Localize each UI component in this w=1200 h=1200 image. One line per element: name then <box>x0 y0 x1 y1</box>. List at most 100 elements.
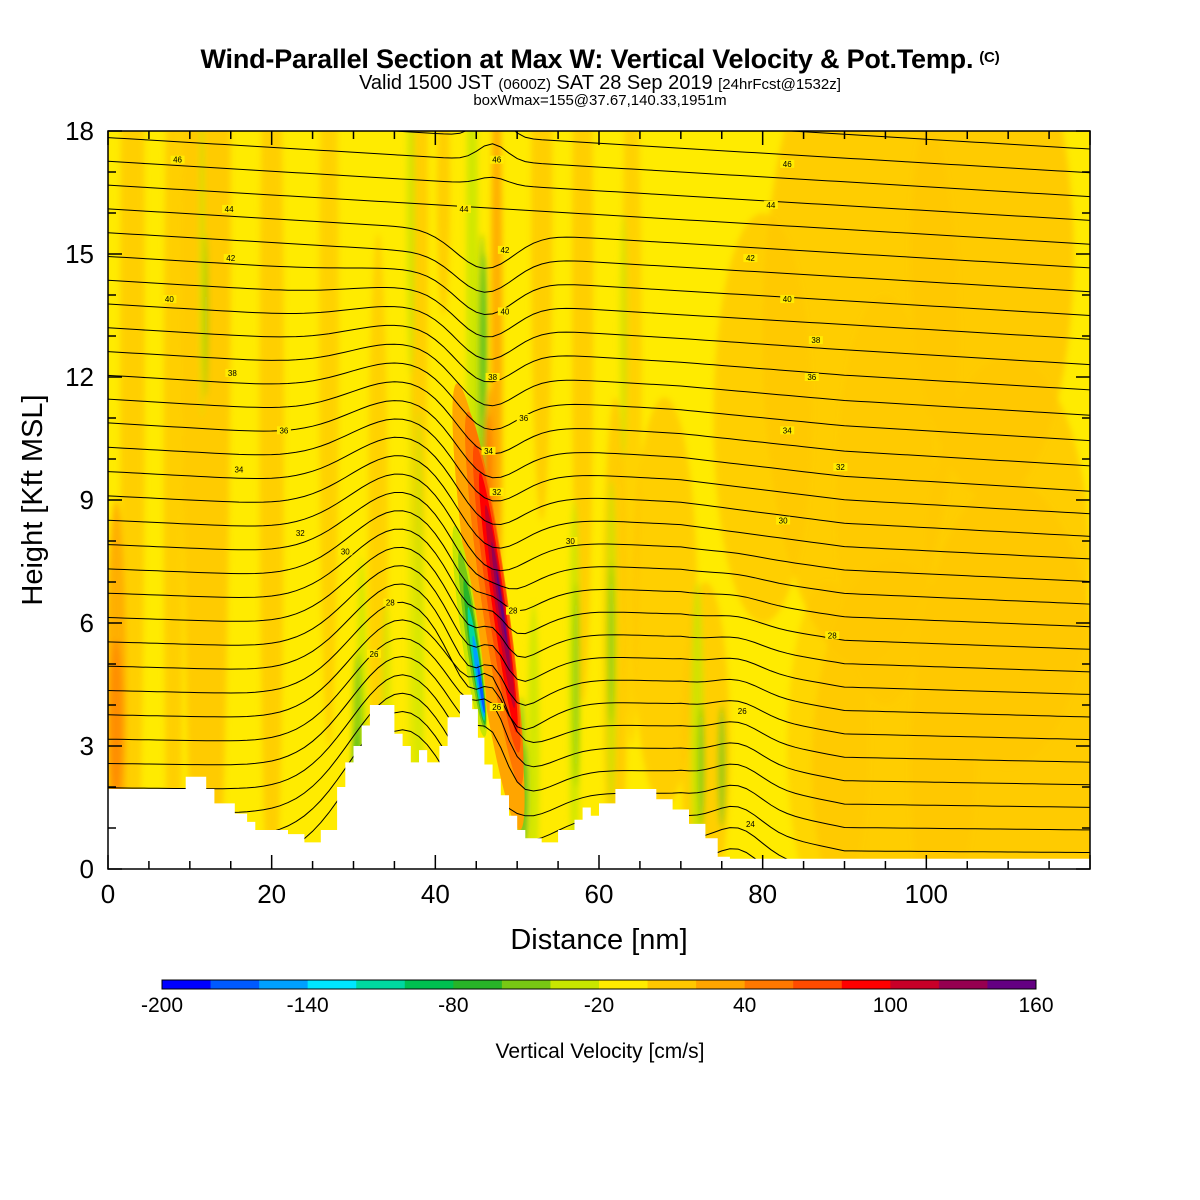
theta-isentrope <box>108 674 1090 831</box>
contour-label-bg <box>222 204 237 213</box>
subtitle-forecast: [24hrFcst@1532z] <box>718 76 841 93</box>
contour-label-bg <box>225 368 240 377</box>
contour-label: 30 <box>566 537 575 546</box>
velocity-cell <box>406 131 415 377</box>
contour-label-bg <box>383 598 398 607</box>
y-tick-label: 9 <box>80 485 94 515</box>
chart-subtitle: Valid 1500 JST (0600Z) SAT 28 Sep 2019 [… <box>0 72 1200 95</box>
y-tick-label: 18 <box>65 116 94 146</box>
theta-isentrope <box>108 256 1090 316</box>
contour-label-bg <box>456 204 471 213</box>
velocity-cell <box>698 705 705 828</box>
contour-label: 34 <box>783 426 792 435</box>
colorbar-swatch <box>356 980 406 989</box>
contour-label-bg <box>497 245 512 254</box>
terrain-mask <box>108 694 1090 869</box>
colorbar-swatch <box>599 980 649 989</box>
contour-label-bg <box>743 819 758 828</box>
colorbar-swatch <box>987 980 1037 989</box>
subtitle-date: SAT 28 Sep 2019 <box>556 72 713 94</box>
colorbar-tick-label: -80 <box>438 994 468 1017</box>
copyright-tag: (C) <box>979 49 1000 66</box>
contour-label-bg <box>366 649 381 658</box>
velocity-cell <box>199 131 205 418</box>
contour-label: 38 <box>488 373 497 382</box>
contour-label-bg <box>497 307 512 316</box>
theta-isentrope <box>108 400 1090 492</box>
contour-label-bg <box>162 295 177 304</box>
contour-label-bg <box>506 606 521 615</box>
contour-label: 46 <box>783 160 792 169</box>
colorbar-swatch <box>404 980 454 989</box>
plot-area: 46 44 42 40 38 36 34 32 30 28 26 46 44 42 40 38 36 34 32 30… <box>108 131 1090 869</box>
contour-label-bg <box>489 155 504 164</box>
contour-label: 32 <box>296 529 305 538</box>
theta-isentrope <box>108 473 1090 582</box>
contour-label: 44 <box>225 205 234 214</box>
colorbar-swatch <box>938 980 988 989</box>
contour-label: 38 <box>811 336 820 345</box>
colorbar-swatch <box>841 980 891 989</box>
velocity-cell <box>163 131 184 869</box>
theta-isentrope <box>108 418 1090 515</box>
contour-label-bg <box>481 446 496 455</box>
theta-isentrope <box>108 637 1090 786</box>
colorbar-swatch <box>259 980 309 989</box>
contour-label: 44 <box>766 201 775 210</box>
velocity-cell <box>204 233 209 398</box>
contour-label: 36 <box>807 373 816 382</box>
colorbar-tick-label: -140 <box>287 994 329 1017</box>
contour-label-bg <box>780 426 795 435</box>
colorbar-tick-label: -200 <box>141 994 183 1017</box>
velocity-cell <box>717 705 726 828</box>
theta-isentrope <box>108 279 1090 340</box>
theta-isentrope <box>108 655 1090 808</box>
chart-info-line: boxWmax=155@37.67,140.33,1951m <box>473 92 727 109</box>
contour-label-bg <box>808 336 823 345</box>
y-tick-label: 3 <box>80 731 94 761</box>
velocity-cell <box>531 131 553 521</box>
x-tick-label: 0 <box>101 879 115 909</box>
theta-isentrope <box>108 492 1090 605</box>
contour-label: 28 <box>509 607 518 616</box>
contour-label: 34 <box>234 465 243 474</box>
theta-isentrope <box>108 510 1090 628</box>
colorbar-swatch <box>890 980 940 989</box>
contour-label-bg <box>780 159 795 168</box>
theta-isentrope <box>108 619 1090 763</box>
contour-label-bg <box>804 373 819 381</box>
colorbar-label: Vertical Velocity [cm/s] <box>496 1040 705 1063</box>
theta-isentrope <box>108 583 1090 718</box>
theta-isentrope <box>108 137 1090 198</box>
contour-label-bg <box>780 295 795 304</box>
velocity-cell <box>259 131 284 869</box>
contour-label: 30 <box>779 517 788 526</box>
contour-label: 40 <box>783 295 792 304</box>
theta-isentrope <box>108 184 1090 245</box>
x-tick-label: 100 <box>905 879 948 909</box>
theta-isentrope <box>108 381 1090 467</box>
contour-label: 30 <box>341 547 350 556</box>
contour-label-bg <box>735 707 750 716</box>
theta-isentrope <box>108 324 1090 391</box>
contour-label-bg <box>231 465 246 474</box>
chart-title-text: Wind-Parallel Section at Max W: Vertical… <box>200 44 974 74</box>
y-tick-label: 6 <box>80 608 94 638</box>
velocity-cell <box>522 743 528 847</box>
contour-label-bg <box>825 631 840 640</box>
theta-isentrope <box>108 232 1090 293</box>
x-tick-label: 80 <box>748 879 777 909</box>
y-tick-label: 12 <box>65 362 94 392</box>
contour-labels: 46 44 42 40 38 36 34 32 30 28 26 46 44 42 40 38 36 34 32 30… <box>162 155 848 829</box>
colorbar-swatch <box>501 980 551 989</box>
x-tick-label: 20 <box>257 879 286 909</box>
colorbar-tick-label: 40 <box>733 994 756 1017</box>
contour-label: 42 <box>746 254 755 263</box>
theta-isentrope <box>108 455 1090 560</box>
contour-label: 28 <box>828 631 837 640</box>
contour-label: 28 <box>386 599 395 608</box>
colorbar-tick-label: 100 <box>873 994 908 1017</box>
velocity-cell <box>787 582 870 869</box>
velocity-cell <box>608 561 615 726</box>
